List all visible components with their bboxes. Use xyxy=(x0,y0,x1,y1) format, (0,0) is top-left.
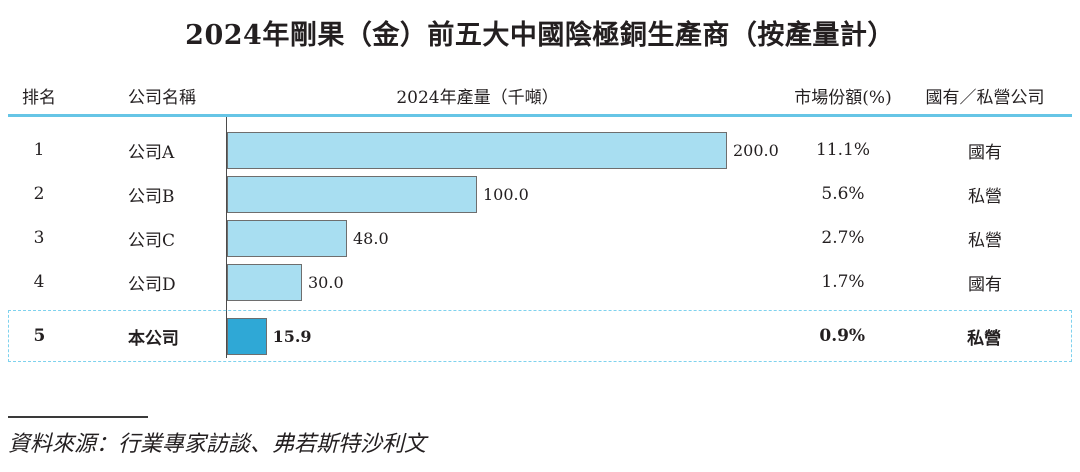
market-share-cell: 2.7% xyxy=(821,228,865,248)
company-cell: 公司C xyxy=(128,230,176,251)
rank-cell: 1 xyxy=(33,140,45,160)
page-title: 2024年剛果（金）前五大中國陰極銅生產商（按產量計） xyxy=(185,20,895,51)
company-cell: 公司D xyxy=(128,274,176,295)
rank-cell: 3 xyxy=(33,228,45,248)
production-cell: 30.0 xyxy=(227,263,788,301)
table-row: 1 公司A 200.0 11.1% 國有 xyxy=(8,128,1072,172)
production-value-label: 15.9 xyxy=(272,326,312,346)
header-share: 市場份額(%) xyxy=(794,87,892,108)
rank-cell: 2 xyxy=(33,184,45,204)
production-bar xyxy=(227,131,727,169)
production-cell: 100.0 xyxy=(227,175,788,213)
source-text: 資料來源：行業專家訪談、弗若斯特沙利文 xyxy=(8,432,427,457)
ownership-cell: 私營 xyxy=(967,328,1002,349)
company-cell: 公司B xyxy=(128,186,175,207)
production-value-label: 100.0 xyxy=(483,184,529,204)
table-header-row: 排名 公司名稱 2024年產量（千噸） 市場份額(%) 國有／私營公司 xyxy=(8,76,1072,114)
market-share-cell: 5.6% xyxy=(821,184,865,204)
rank-cell: 4 xyxy=(33,272,45,292)
production-bar xyxy=(227,263,302,301)
company-cell: 公司A xyxy=(128,142,175,163)
production-bar xyxy=(227,175,477,213)
table-row: 3 公司C 48.0 2.7% 私營 xyxy=(8,216,1072,260)
header-company: 公司名稱 xyxy=(128,87,196,108)
table-body: 1 公司A 200.0 11.1% 國有 2 公司B 100.0 5.6% 私營… xyxy=(8,117,1072,362)
ownership-cell: 私營 xyxy=(968,230,1002,251)
production-value-label: 30.0 xyxy=(308,272,344,292)
header-rank: 排名 xyxy=(22,87,56,108)
ownership-cell: 國有 xyxy=(968,274,1002,295)
production-bar xyxy=(227,219,347,257)
production-cell: 15.9 xyxy=(226,317,787,355)
header-divider-line xyxy=(8,114,1072,117)
table-row: 4 公司D 30.0 1.7% 國有 xyxy=(8,260,1072,304)
company-cell: 本公司 xyxy=(127,328,179,349)
ownership-cell: 私營 xyxy=(968,186,1002,207)
production-cell: 48.0 xyxy=(227,219,788,257)
chart-axis-line xyxy=(226,117,227,358)
table-row: 5 本公司 15.9 0.9% 私營 xyxy=(8,310,1072,362)
ownership-cell: 國有 xyxy=(968,142,1002,163)
production-value-label: 48.0 xyxy=(353,228,389,248)
producers-table: 排名 公司名稱 2024年產量（千噸） 市場份額(%) 國有／私營公司 1 公司… xyxy=(8,76,1072,362)
market-share-cell: 0.9% xyxy=(819,326,866,346)
market-share-cell: 1.7% xyxy=(821,272,865,292)
production-value-label: 200.0 xyxy=(733,140,779,160)
source-note: 資料來源：行業專家訪談、弗若斯特沙利文 xyxy=(8,416,426,458)
source-divider-line xyxy=(8,416,148,418)
header-ownership: 國有／私營公司 xyxy=(925,87,1045,108)
table-row: 2 公司B 100.0 5.6% 私營 xyxy=(8,172,1072,216)
production-bar xyxy=(226,317,267,355)
rank-cell: 5 xyxy=(33,326,46,346)
production-cell: 200.0 xyxy=(227,131,788,169)
market-share-cell: 11.1% xyxy=(815,140,870,160)
header-production: 2024年產量（千噸） xyxy=(396,87,559,108)
